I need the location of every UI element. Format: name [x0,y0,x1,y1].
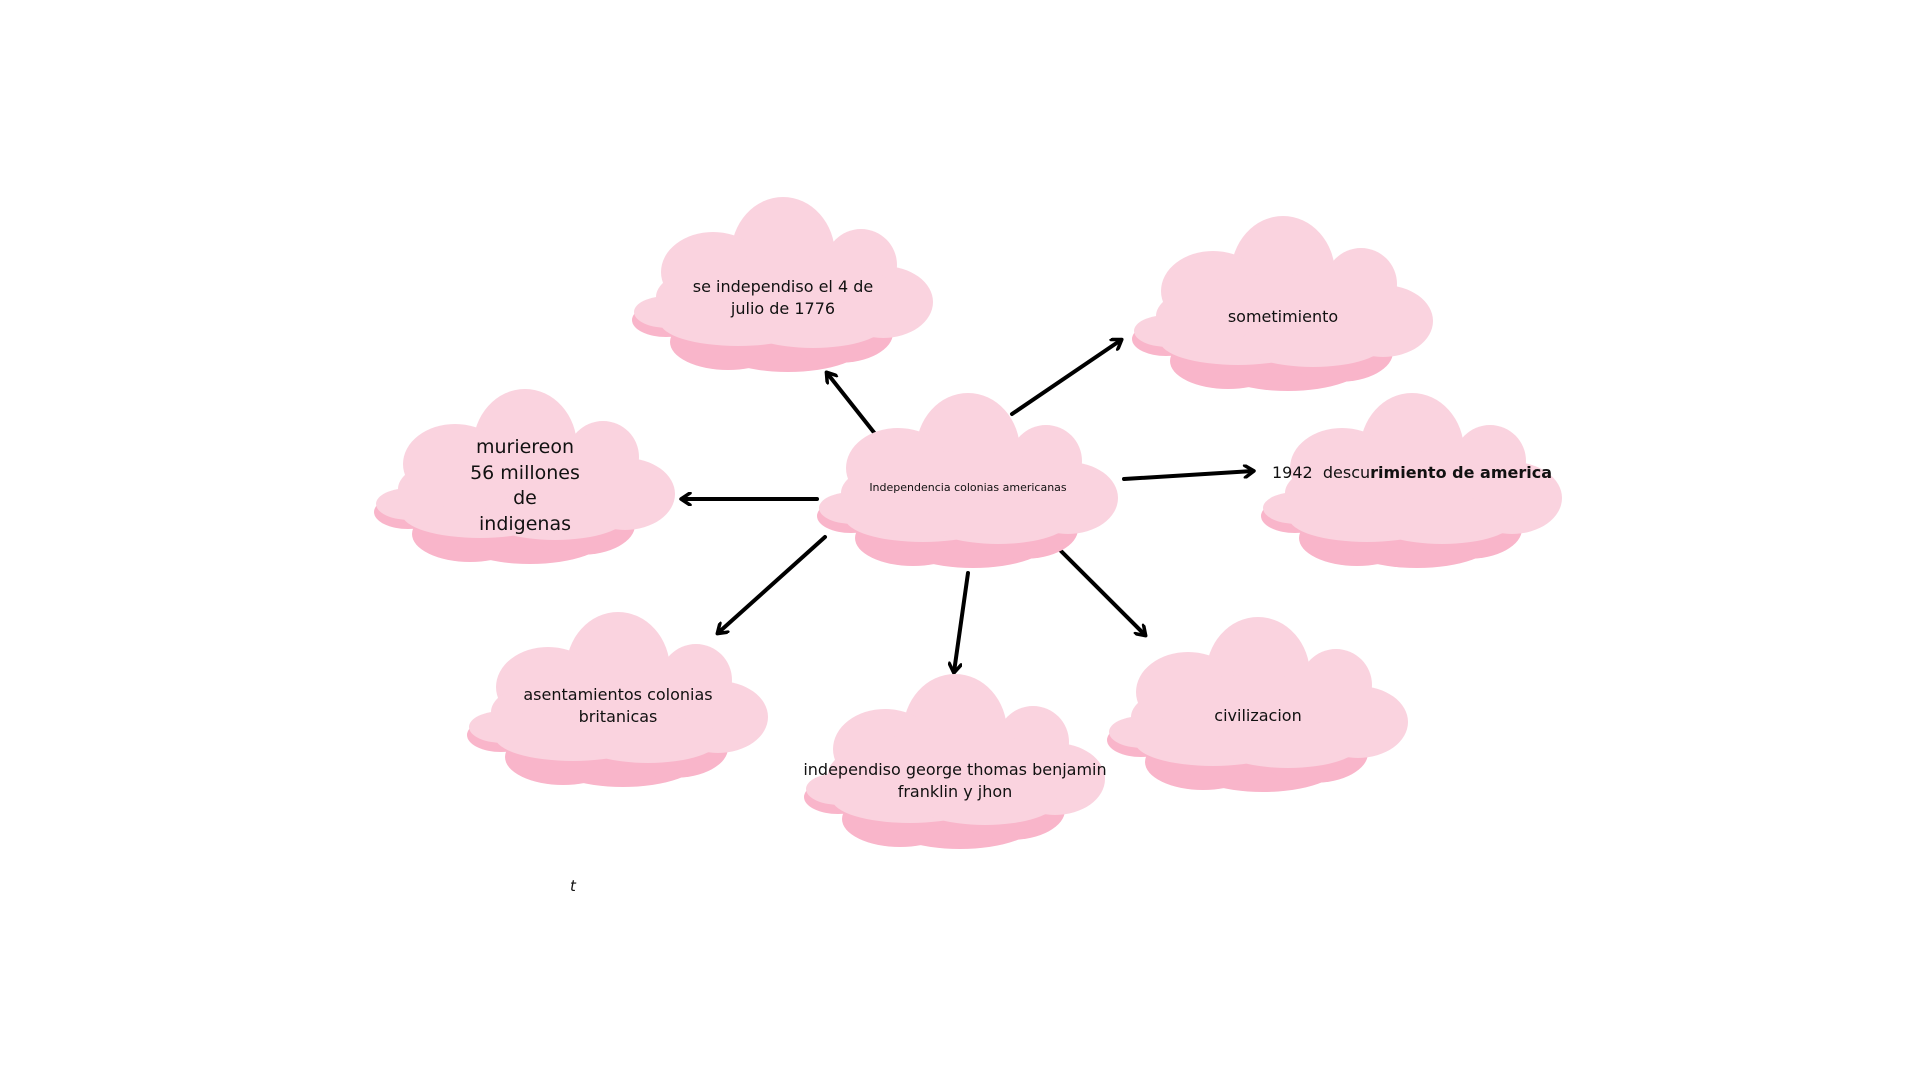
cloud-shape [632,197,933,372]
stray-text: t [570,877,576,895]
arrow-to-founders [954,571,970,672]
node-sometimiento: sometimiento [1128,216,1438,391]
arrow-to-civilizacion [1045,535,1145,635]
node-civilizacion: civilizacion [1103,617,1413,792]
cloud-shape [467,612,768,787]
node-label: muriereon 56 millones de indigenas [470,436,580,535]
node-british-settlements: asentamientos colonias britanicas [463,612,773,787]
label-bold: rimiento de america [1370,463,1552,482]
center-node: Independencia colonias americanas [813,393,1123,568]
cloud-shape [804,674,1105,849]
node-label: civilizacion [1214,706,1302,725]
node-label: asentamientos colonias britanicas [523,685,713,726]
node-label: sometimiento [1227,307,1339,326]
cloud-shape [1107,617,1408,792]
node-discovery: 1942 descurimiento de america [1257,393,1567,568]
node-label: se independiso el 4 de julio de 1776 [692,277,874,318]
cloud-shape [374,389,675,564]
arrow-to-independence-date [827,373,878,437]
node-independence-date: se independiso el 4 de julio de 1776 [628,197,938,372]
arrow-to-sometimiento [1010,340,1121,416]
node-label: 1942 descurimiento de america [1257,462,1567,484]
cloud-shape [817,393,1118,568]
label-prefix: 1942 descu [1271,463,1371,482]
node-founders: independiso george thomas benjamin frank… [800,674,1110,849]
node-indigenous-deaths: muriereon 56 millones de indigenas [370,389,680,564]
center-label: Independencia colonias americanas [869,481,1067,494]
arrow-to-discovery [1122,471,1253,481]
cloud-shape [1132,216,1433,391]
node-label: independiso george thomas benjamin frank… [803,760,1107,801]
arrow-to-british-settlements [718,535,827,633]
cloud-shape [1261,393,1562,568]
